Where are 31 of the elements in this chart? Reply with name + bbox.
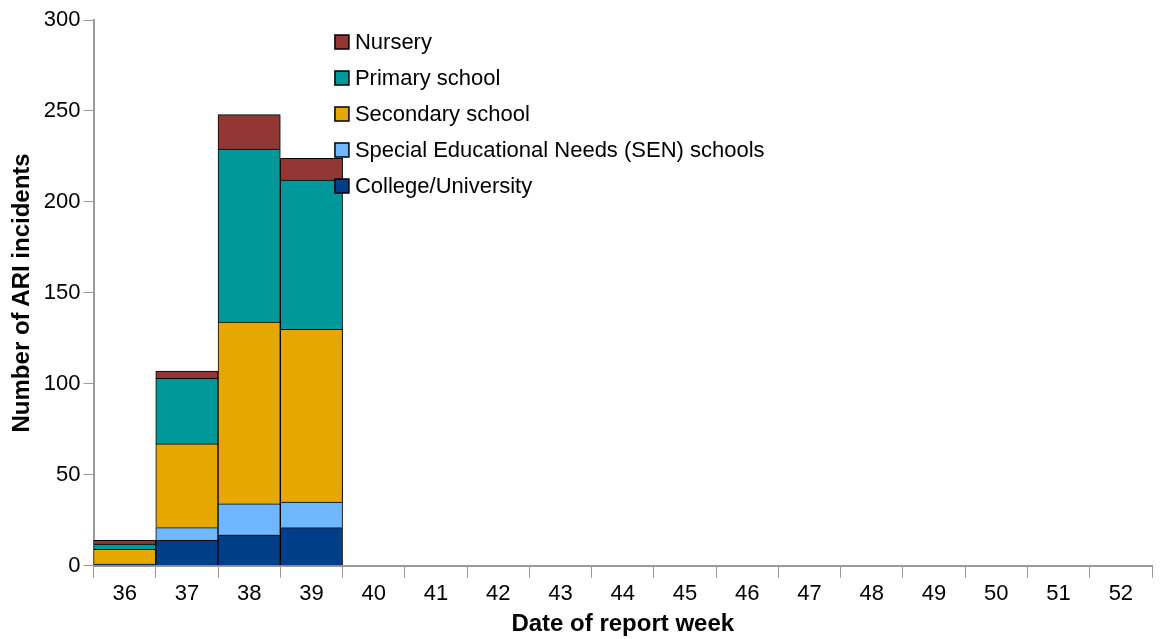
y-tick-label: 0 — [68, 551, 81, 577]
y-tick-label: 200 — [43, 188, 81, 213]
x-tick-label: 49 — [921, 580, 947, 606]
x-tick-label: 45 — [672, 580, 698, 606]
x-tick-label: 37 — [174, 580, 200, 606]
x-tick-label: 51 — [1046, 580, 1071, 606]
legend-label: Nursery — [354, 29, 432, 55]
y-tick-label: 150 — [43, 278, 81, 304]
x-tick-label: 38 — [236, 580, 262, 606]
y-axis-title: Number of ARI incidents — [7, 153, 35, 433]
x-tick-label: 43 — [548, 580, 573, 606]
y-tick-label: 50 — [56, 460, 81, 486]
x-tick-label: 36 — [112, 580, 137, 606]
x-axis-title: Date of report week — [511, 609, 735, 637]
x-tick-label: 44 — [610, 580, 635, 606]
x-tick-label: 52 — [1108, 580, 1134, 606]
x-tick-label: 48 — [859, 580, 885, 606]
y-tick-label: 250 — [43, 97, 81, 123]
x-tick-label: 46 — [735, 580, 760, 606]
x-tick-label: 42 — [485, 580, 511, 606]
x-tick-label: 40 — [361, 580, 386, 606]
legend-label: Secondary school — [354, 101, 530, 127]
x-tick-label: 41 — [423, 580, 449, 606]
y-tick-label: 100 — [43, 369, 81, 395]
x-tick-label: 39 — [299, 580, 324, 606]
x-tick-label: 50 — [984, 580, 1009, 606]
x-tick-label: 47 — [797, 580, 822, 606]
legend-label: Special Educational Needs (SEN) schools — [354, 137, 765, 163]
legend-label: College/University — [354, 173, 533, 199]
legend-label: Primary school — [354, 65, 501, 91]
y-tick-label: 300 — [43, 6, 81, 32]
